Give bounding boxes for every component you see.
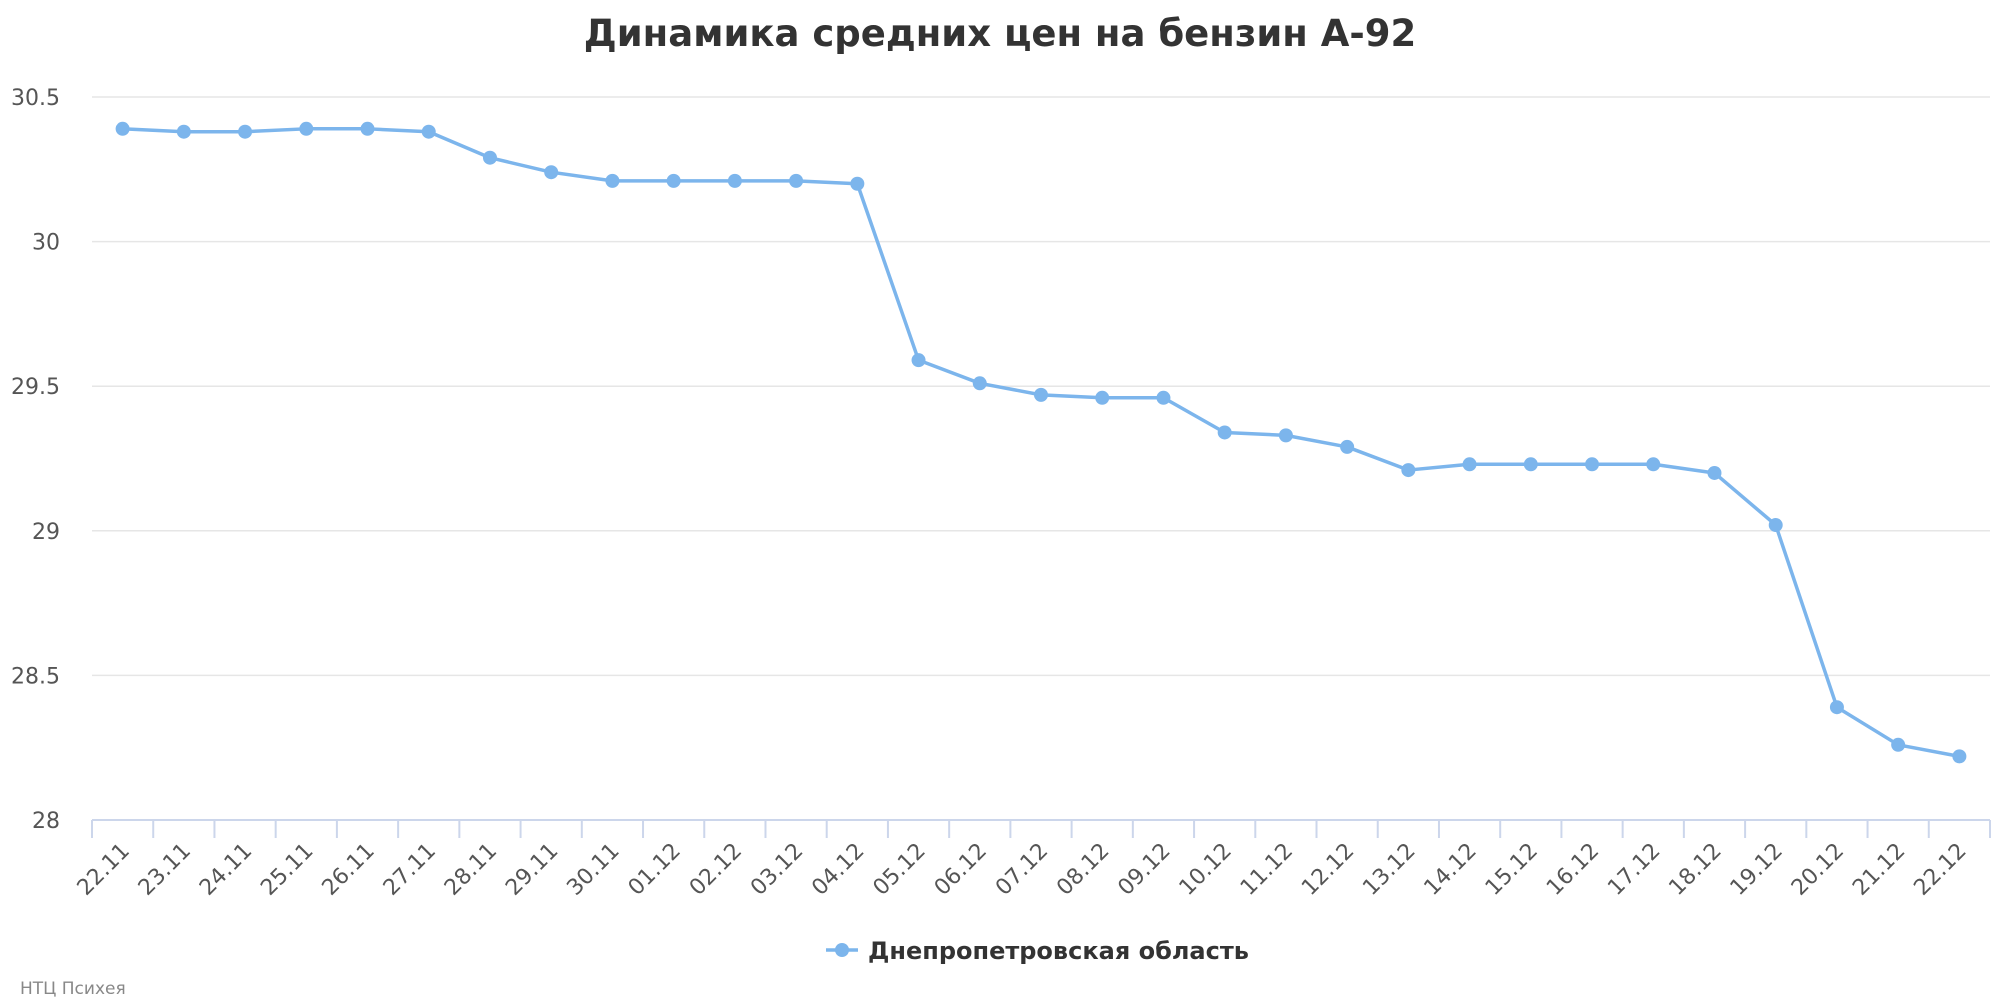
x-tick-label: 08.12	[1052, 839, 1114, 901]
y-axis-labels: 28 28.5 29 29.5 30 30.5	[11, 86, 60, 834]
x-tick-label: 03.12	[746, 839, 808, 901]
x-tick-label: 18.12	[1665, 839, 1727, 901]
data-point[interactable]	[1217, 425, 1232, 440]
data-point[interactable]	[1278, 428, 1293, 443]
x-tick-label: 02.12	[685, 839, 747, 901]
x-tick-label: 30.11	[562, 839, 624, 901]
x-tick-label: 04.12	[807, 839, 869, 901]
x-tick-label: 01.12	[624, 839, 686, 901]
x-tick-label: 29.11	[501, 839, 563, 901]
x-tick-label: 20.12	[1787, 839, 1849, 901]
data-point[interactable]	[1156, 390, 1171, 405]
data-point[interactable]	[1585, 457, 1600, 472]
data-point[interactable]	[115, 121, 130, 136]
chart-title: Динамика средних цен на бензин А-92	[584, 12, 1416, 55]
x-tick-label: 23.11	[134, 839, 196, 901]
data-point[interactable]	[789, 173, 804, 188]
y-tick-label: 30.5	[11, 86, 60, 111]
data-point[interactable]	[605, 173, 620, 188]
data-point[interactable]	[1462, 457, 1477, 472]
credits: НТЦ Психея	[20, 979, 126, 999]
data-point[interactable]	[1891, 737, 1906, 752]
x-tick-label: 28.11	[440, 839, 502, 901]
x-tick-label: 09.12	[1113, 839, 1175, 901]
series-line	[120, 127, 1962, 759]
x-tick-label: 27.11	[379, 839, 441, 901]
x-tick-label: 14.12	[1420, 839, 1482, 901]
y-tick-label: 28	[32, 809, 60, 834]
x-tick-label: 19.12	[1726, 839, 1788, 901]
data-point[interactable]	[1707, 465, 1722, 480]
x-tick-label: 05.12	[869, 839, 931, 901]
legend-label[interactable]: Днепропетровская область	[868, 937, 1249, 965]
x-tick-label: 17.12	[1603, 839, 1665, 901]
data-point[interactable]	[911, 353, 926, 368]
data-point[interactable]	[727, 173, 742, 188]
data-point[interactable]	[1340, 439, 1355, 454]
y-tick-label: 29.5	[11, 375, 60, 400]
data-point[interactable]	[1829, 700, 1844, 715]
data-point[interactable]	[544, 165, 559, 180]
data-point[interactable]	[482, 150, 497, 165]
x-tick-label: 22.11	[73, 839, 135, 901]
x-tick-label: 24.11	[195, 839, 257, 901]
y-tick-label: 28.5	[11, 664, 60, 689]
x-tick-label: 12.12	[1297, 839, 1359, 901]
x-axis-labels: 22.11 23.11 24.11 25.11 26.11 27.11 28.11 29.11…	[73, 839, 1972, 901]
data-point[interactable]	[299, 121, 314, 136]
data-point[interactable]	[421, 124, 436, 139]
x-tick-label: 10.12	[1175, 839, 1237, 901]
data-point[interactable]	[1095, 390, 1110, 405]
x-tick-label: 21.12	[1848, 839, 1910, 901]
x-tick-label: 16.12	[1542, 839, 1604, 901]
x-tick-label: 26.11	[318, 839, 380, 901]
data-point[interactable]	[666, 173, 681, 188]
x-tick-label: 06.12	[930, 839, 992, 901]
legend-marker-icon	[835, 943, 849, 957]
data-point[interactable]	[1401, 463, 1416, 478]
data-point[interactable]	[360, 121, 375, 136]
data-point[interactable]	[1034, 387, 1048, 402]
x-tick-label: 22.12	[1909, 839, 1971, 901]
x-tick-label: 25.11	[256, 839, 318, 901]
data-point[interactable]	[850, 176, 865, 191]
data-point[interactable]	[972, 376, 987, 391]
data-point[interactable]	[238, 124, 253, 139]
x-tick-label: 11.12	[1236, 839, 1298, 901]
grid-lines	[92, 96, 1990, 677]
data-point[interactable]	[1952, 749, 1967, 764]
legend[interactable]: Днепропетровская область	[826, 937, 1249, 965]
y-tick-label: 30	[32, 231, 60, 256]
x-tick-label: 13.12	[1358, 839, 1420, 901]
x-tick-label: 07.12	[991, 839, 1053, 901]
x-axis	[91, 819, 1991, 838]
x-tick-label: 15.12	[1481, 839, 1543, 901]
data-point[interactable]	[1646, 457, 1661, 472]
series-layer	[115, 121, 1967, 764]
data-point[interactable]	[1523, 457, 1538, 472]
y-tick-label: 29	[32, 520, 60, 545]
data-point[interactable]	[1768, 518, 1783, 533]
data-point[interactable]	[176, 124, 191, 139]
